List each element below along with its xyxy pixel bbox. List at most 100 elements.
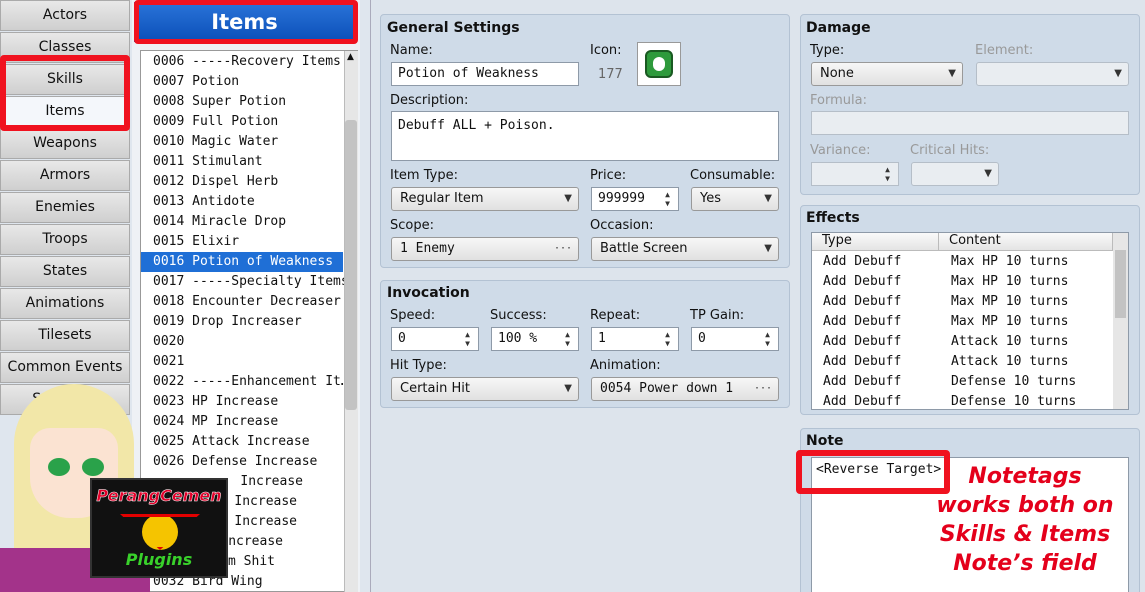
list-row[interactable]: 0015 Elixir: [141, 232, 343, 252]
effect-cell[interactable]: Defense 10 turns: [951, 374, 1077, 389]
list-row[interactable]: 0016 Potion of Weakness: [141, 252, 343, 272]
dropdown[interactable]: Yes ▼: [691, 187, 779, 211]
note-text[interactable]: <Reverse Target>: [816, 462, 942, 477]
list-row[interactable]: 0020: [141, 332, 343, 352]
tab[interactable]: Enemies: [0, 192, 130, 223]
spinbox[interactable]: 1 ▲▼: [591, 327, 679, 351]
arrow[interactable]: ▲▼: [463, 330, 472, 348]
logo-title: PerangCemen: [96, 486, 222, 506]
effect-cell[interactable]: Add Debuff: [823, 274, 902, 289]
effect-cell[interactable]: Max MP 10 turns: [951, 314, 1069, 329]
list-row[interactable]: Increase: [141, 472, 343, 492]
list-row[interactable]: 0024 MP Increase: [141, 412, 343, 432]
picker[interactable]: 0054 Power down 1 ···: [591, 377, 779, 401]
arrow[interactable]: ▼: [984, 168, 992, 179]
effect-cell[interactable]: Attack 10 turns: [951, 354, 1069, 369]
list-row[interactable]: 0014 Miracle Drop: [141, 212, 343, 232]
column-header[interactable]: Type: [812, 233, 939, 251]
list-row[interactable]: 0010 Magic Water: [141, 132, 343, 152]
arrow[interactable]: ···: [753, 383, 772, 394]
effect-cell[interactable]: Defense 10 turns: [951, 394, 1077, 409]
arrow[interactable]: ···: [553, 243, 572, 254]
scroll-thumb[interactable]: [345, 120, 357, 410]
effect-cell[interactable]: Max MP 10 turns: [951, 294, 1069, 309]
text-input[interactable]: [811, 111, 1129, 135]
list-row[interactable]: 0022 -----Enhancement It…: [141, 372, 349, 392]
list-row[interactable]: ty Increase: [141, 512, 343, 532]
effect-cell[interactable]: Add Debuff: [823, 374, 902, 389]
spinbox[interactable]: 999999 ▲▼: [591, 187, 679, 211]
dropdown[interactable]: ▼: [976, 62, 1129, 86]
effect-cell[interactable]: Add Debuff: [823, 254, 902, 269]
effect-cell[interactable]: Add Debuff: [823, 294, 902, 309]
annotation: Note’s field: [953, 551, 1097, 576]
item-id: 0015: [153, 234, 185, 249]
arrow[interactable]: ▲▼: [563, 330, 572, 348]
arrow[interactable]: ▲▼: [883, 165, 892, 183]
text-input[interactable]: Potion of Weakness: [391, 62, 579, 86]
arrow[interactable]: ▲▼: [763, 330, 772, 348]
effects-thumb[interactable]: [1115, 250, 1126, 318]
arrow[interactable]: ▲▼: [663, 190, 672, 208]
list-row[interactable]: 0026 Defense Increase: [141, 452, 343, 472]
arrow[interactable]: ▲▼: [663, 330, 672, 348]
list-row[interactable]: 0009 Full Potion: [141, 112, 343, 132]
spinbox[interactable]: ▲▼: [811, 162, 899, 186]
tab[interactable]: Actors: [0, 0, 130, 31]
arrow[interactable]: ▼: [764, 193, 772, 204]
list-row[interactable]: 0023 HP Increase: [141, 392, 343, 412]
list-row[interactable]: 0017 -----Specialty Items: [141, 272, 349, 292]
effect-cell[interactable]: Attack 10 turns: [951, 334, 1069, 349]
arrow[interactable]: ▼: [564, 383, 572, 394]
list-row[interactable]: 0019 Drop Increaser: [141, 312, 343, 332]
list-row[interactable]: ncrease: [141, 532, 343, 552]
item-id: 0007: [153, 74, 185, 89]
list-row[interactable]: 0008 Super Potion: [141, 92, 343, 112]
tab[interactable]: Skills: [0, 64, 130, 95]
icon-box[interactable]: [637, 42, 681, 86]
list-row[interactable]: 0012 Dispel Herb: [141, 172, 343, 192]
arrow[interactable]: ▼: [948, 68, 956, 79]
tab[interactable]: Tilesets: [0, 320, 130, 351]
picker[interactable]: 1 Enemy ···: [391, 237, 579, 261]
description-input[interactable]: Debuff ALL + Poison.: [391, 111, 779, 161]
tab[interactable]: Common Events: [0, 352, 130, 383]
list-row[interactable]: 0007 Potion: [141, 72, 343, 92]
list-row[interactable]: 0013 Antidote: [141, 192, 343, 212]
effect-cell[interactable]: Add Debuff: [823, 334, 902, 349]
tab[interactable]: Troops: [0, 224, 130, 255]
item-name: Antidote: [192, 194, 255, 209]
dropdown[interactable]: Certain Hit ▼: [391, 377, 579, 401]
list-row[interactable]: 0006 -----Recovery Items: [141, 52, 343, 72]
field-label: Critical Hits:: [910, 143, 990, 158]
spinbox[interactable]: 0 ▲▼: [691, 327, 779, 351]
tab[interactable]: Armors: [0, 160, 130, 191]
arrow[interactable]: ▼: [564, 193, 572, 204]
item-name: Drop Increaser: [192, 314, 302, 329]
effect-cell[interactable]: Add Debuff: [823, 314, 902, 329]
effect-cell[interactable]: Max HP 10 turns: [951, 254, 1069, 269]
spinbox[interactable]: 0 ▲▼: [391, 327, 479, 351]
arrow[interactable]: ▼: [1114, 68, 1122, 79]
effect-cell[interactable]: Max HP 10 turns: [951, 274, 1069, 289]
list-row[interactable]: 0025 Attack Increase: [141, 432, 343, 452]
spinbox[interactable]: 100 % ▲▼: [491, 327, 579, 351]
tab[interactable]: States: [0, 256, 130, 287]
effects-table[interactable]: [811, 232, 1129, 410]
tab[interactable]: Animations: [0, 288, 130, 319]
list-row[interactable]: 0021: [141, 352, 343, 372]
dropdown[interactable]: None ▼: [811, 62, 963, 86]
dropdown[interactable]: Regular Item ▼: [391, 187, 579, 211]
list-row[interactable]: 0011 Stimulant: [141, 152, 343, 172]
list-row[interactable]: 0018 Encounter Decreaser: [141, 292, 343, 312]
arrow[interactable]: ▼: [764, 243, 772, 254]
scroll-up[interactable]: ▲: [347, 52, 354, 62]
dropdown[interactable]: Battle Screen ▼: [591, 237, 779, 261]
note-box[interactable]: [811, 457, 1129, 592]
effect-cell[interactable]: Add Debuff: [823, 394, 902, 409]
tab[interactable]: Items: [0, 96, 130, 127]
effect-cell[interactable]: Add Debuff: [823, 354, 902, 369]
dropdown[interactable]: ▼: [911, 162, 999, 186]
tab[interactable]: Weapons: [0, 128, 130, 159]
column-header[interactable]: Content: [939, 233, 1113, 251]
